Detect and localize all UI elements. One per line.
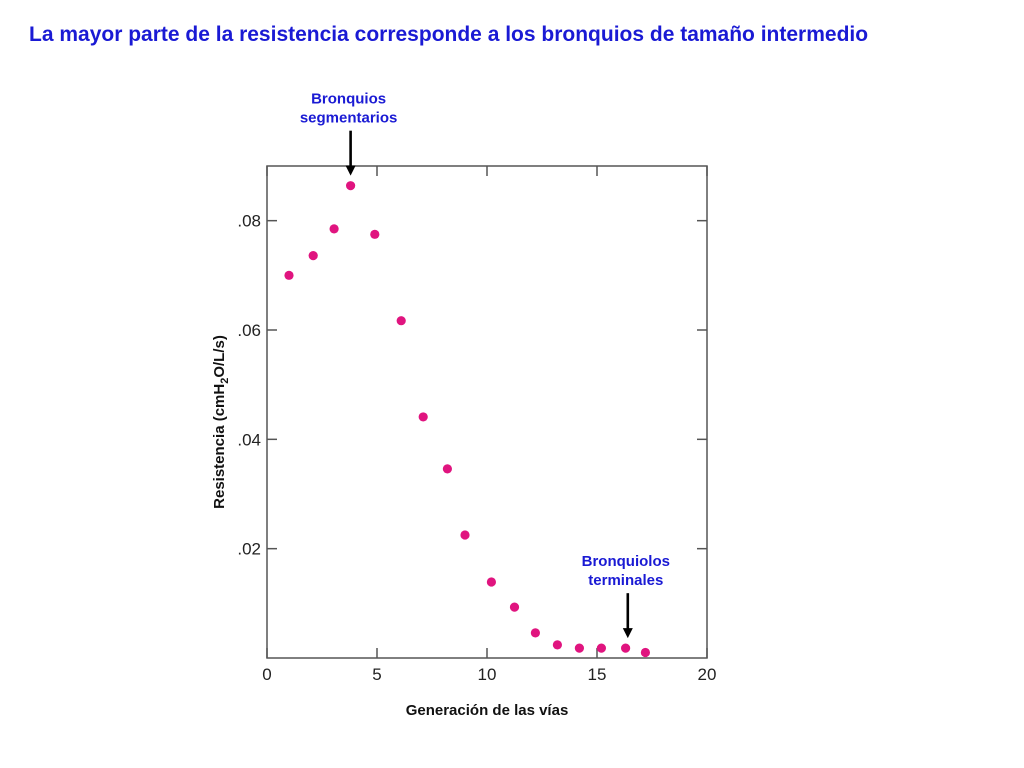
data-point: [370, 229, 380, 239]
x-axis-title: Generación de las vías: [406, 702, 569, 719]
y-axis-title-part: Resistencia (cmH: [211, 384, 228, 509]
data-point: [486, 577, 496, 587]
y-axis-title-subscript: 2: [219, 378, 231, 384]
data-point: [640, 647, 651, 658]
x-tick-label: 20: [698, 665, 717, 684]
data-point: [460, 530, 470, 540]
annotation-label: terminales: [588, 572, 663, 589]
data-point: [396, 316, 406, 326]
y-tick-label: .04: [237, 430, 261, 449]
y-tick-label: .06: [237, 321, 261, 340]
data-point: [418, 412, 428, 422]
annotation-label: segmentarios: [300, 110, 398, 127]
y-tick-label: .02: [237, 540, 261, 559]
annotation-arrow-head: [622, 628, 633, 639]
y-axis-title-part: O/L/s): [211, 335, 228, 378]
data-point: [552, 640, 563, 650]
data-point: [574, 643, 585, 653]
data-point: [329, 224, 339, 234]
annotation-label: Bronquios: [311, 91, 386, 108]
data-point: [442, 464, 452, 474]
data-point: [596, 643, 607, 653]
chart-points: [284, 181, 651, 658]
x-tick-label: 0: [262, 665, 271, 684]
page-title: La mayor parte de la resistencia corresp…: [29, 23, 869, 46]
y-axis-title: Resistencia (cmH2O/L/s): [211, 335, 231, 509]
data-point: [621, 643, 631, 653]
x-tick-label: 10: [478, 665, 497, 684]
data-point: [346, 181, 356, 191]
chart-ticks: 0 5 10 15 20 .02 .04 .06 .08: [237, 166, 716, 684]
data-point: [530, 628, 541, 638]
y-tick-label: .08: [237, 212, 261, 231]
x-tick-label: 5: [372, 665, 381, 684]
data-point: [284, 270, 294, 280]
annotation-arrow-head: [345, 165, 356, 176]
annotation-label: Bronquiolos: [582, 553, 670, 570]
chart-annotations: Bronquios segmentarios Bronquiolos terminal…: [300, 91, 670, 639]
data-point: [308, 251, 318, 261]
data-point: [509, 602, 520, 612]
x-tick-label: 15: [588, 665, 607, 684]
